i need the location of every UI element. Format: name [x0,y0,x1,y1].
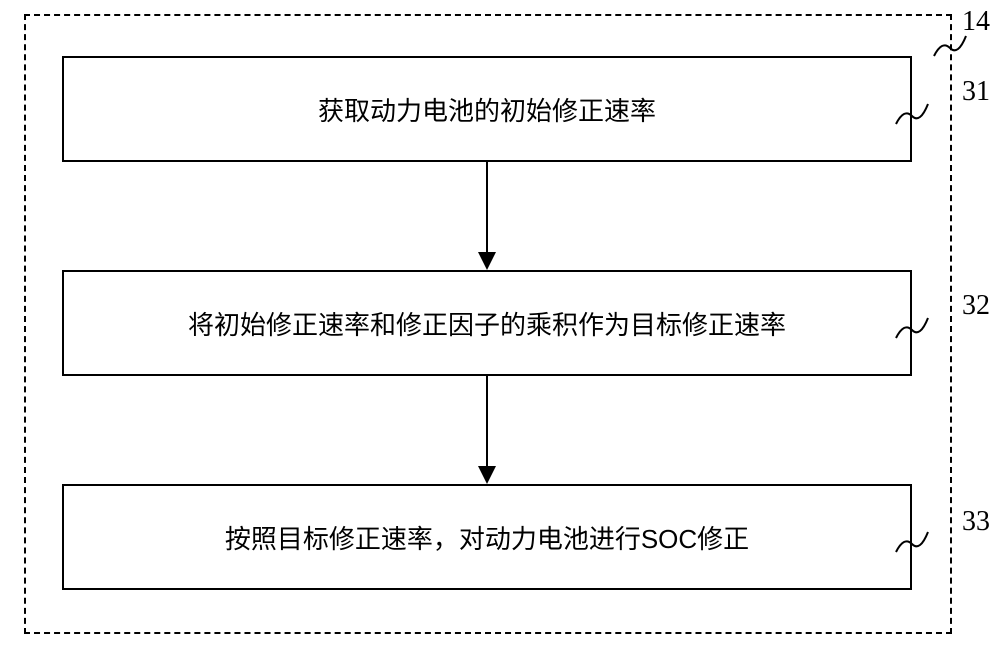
step-box-31: 获取动力电池的初始修正速率 [62,56,912,162]
callout-text-14: 14 [962,6,990,37]
callout-squiggle-32 [892,306,932,346]
callout-label-31: 31 [962,76,990,108]
callout-label-33: 33 [962,506,990,538]
arrow-line-1 [486,162,488,252]
callout-label-32: 32 [962,290,990,322]
arrow-head-2 [478,466,496,484]
arrow-head-1 [478,252,496,270]
callout-squiggle-33 [892,520,932,560]
squiggle-path-icon [896,318,928,338]
arrow-line-2 [486,376,488,466]
step-box-32: 将初始修正速率和修正因子的乘积作为目标修正速率 [62,270,912,376]
callout-squiggle-31 [892,92,932,132]
callout-text-33: 33 [962,506,990,537]
step-text-31: 获取动力电池的初始修正速率 [318,91,656,128]
callout-text-31: 31 [962,76,990,107]
step-text-33: 按照目标修正速率，对动力电池进行SOC修正 [225,519,749,556]
callout-text-32: 32 [962,290,990,321]
squiggle-path-icon [896,532,928,552]
step-box-33: 按照目标修正速率，对动力电池进行SOC修正 [62,484,912,590]
squiggle-path-icon [934,36,966,56]
squiggle-path-icon [896,104,928,124]
step-text-32: 将初始修正速率和修正因子的乘积作为目标修正速率 [188,305,786,342]
diagram-canvas: 获取动力电池的初始修正速率 将初始修正速率和修正因子的乘积作为目标修正速率 按照… [0,0,1000,651]
callout-label-14: 14 [962,6,990,38]
